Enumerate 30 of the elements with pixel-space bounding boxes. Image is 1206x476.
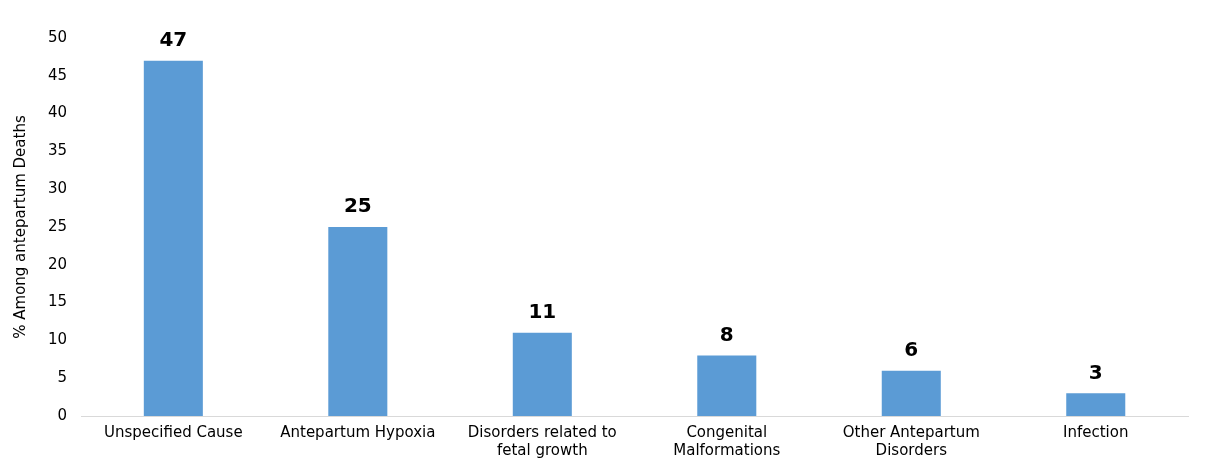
y-tick-label: 15 — [47, 292, 68, 311]
x-tick-label: Disorders related to fetal growth — [467, 422, 617, 459]
y-tick-label: 45 — [47, 65, 68, 84]
bar — [697, 355, 757, 416]
y-tick-label: 10 — [47, 330, 68, 349]
data-label: 6 — [904, 336, 919, 361]
y-tick-label: 30 — [47, 179, 68, 198]
y-tick-label: 40 — [47, 103, 68, 122]
data-label: 11 — [528, 299, 557, 324]
bar — [1066, 393, 1126, 416]
x-tick-label: Other Antepartum Disorders — [842, 422, 980, 459]
y-tick-label: 0 — [57, 405, 68, 424]
y-tick-label: 35 — [47, 141, 68, 160]
x-tick-label: Congenital Malformations — [673, 422, 781, 459]
x-tick-label: Antepartum Hypoxia — [280, 422, 436, 441]
bar — [328, 227, 388, 416]
bar — [881, 370, 941, 416]
bar — [512, 332, 572, 416]
y-tick-label: 25 — [47, 216, 68, 235]
y-axis-title: % Among antepartum Deaths — [10, 115, 29, 339]
data-label: 47 — [159, 26, 188, 51]
data-label: 8 — [719, 321, 734, 346]
y-tick-label: 5 — [57, 368, 68, 387]
data-label: 3 — [1088, 359, 1103, 384]
data-label: 25 — [343, 193, 372, 218]
y-tick-label: 50 — [47, 27, 68, 46]
x-tick-label: Unspecified Cause — [104, 422, 243, 441]
y-tick-label: 20 — [47, 254, 68, 273]
x-tick-label: Infection — [1063, 422, 1129, 441]
bar — [143, 60, 203, 416]
